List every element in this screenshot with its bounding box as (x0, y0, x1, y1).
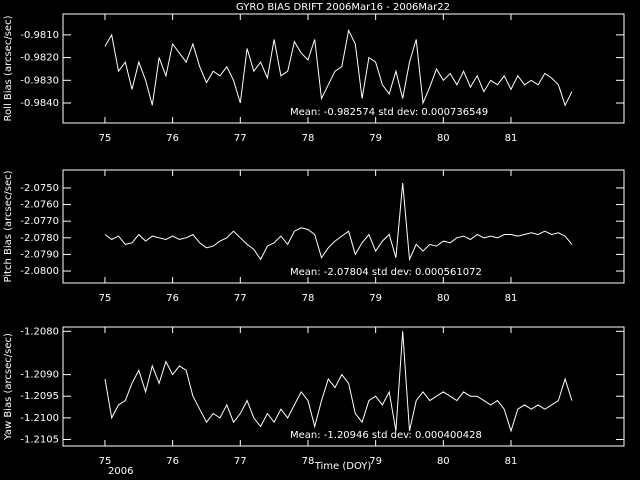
y-tick-label: -2.0750 (20, 183, 59, 194)
x-tick-label: 80 (437, 293, 450, 304)
data-line (104, 28, 573, 107)
x-tick-label: 79 (369, 133, 382, 144)
y-tick-label: -0.9810 (20, 30, 59, 41)
y-tick-label: -0.9830 (20, 75, 59, 86)
x-tick-label: 80 (437, 456, 450, 467)
y-tick-label: -0.9840 (20, 98, 59, 109)
x-tick-label: 77 (234, 133, 247, 144)
plot-frame (62, 326, 625, 447)
y-tick-label: -1.2080 (20, 326, 59, 337)
x-axis-label: Time (DOY) (314, 461, 372, 472)
y-axis-label: Roll Bias (arcsec/sec) (3, 15, 14, 121)
x-tick-label: 81 (505, 133, 518, 144)
y-tick-label: -0.9820 (20, 53, 59, 64)
x-tick-label: 80 (437, 133, 450, 144)
x-tick-label: 76 (166, 133, 179, 144)
y-tick-label: -1.2100 (20, 413, 59, 424)
stats-annotation: Mean: -2.07804 std dev: 0.000561072 (290, 267, 482, 278)
y-tick-label: -1.2090 (20, 370, 59, 381)
stats-annotation: Mean: -1.20946 std dev: 0.000400428 (290, 430, 482, 441)
x-tick-label: 79 (369, 456, 382, 467)
x-tick-label: 78 (302, 133, 315, 144)
x-tick-label: 75 (99, 456, 112, 467)
x-tick-label: 79 (369, 293, 382, 304)
x-tick-label: 81 (505, 293, 518, 304)
y-tick-label: -2.0780 (20, 233, 59, 244)
y-tick-label: -2.0800 (20, 266, 59, 277)
y-tick-label: -2.0790 (20, 249, 59, 260)
x-tick-label: 81 (505, 456, 518, 467)
x-tick-label: 77 (234, 293, 247, 304)
x-tick-label: 78 (302, 456, 315, 467)
x-tick-label: 77 (234, 456, 247, 467)
y-tick-label: -2.0760 (20, 200, 59, 211)
plot-frame (62, 13, 625, 124)
y-tick-label: -2.0770 (20, 216, 59, 227)
year-label: 2006 (108, 466, 133, 477)
x-tick-label: 75 (99, 293, 112, 304)
data-line (104, 182, 573, 262)
plot-frame (62, 169, 625, 284)
stats-annotation: Mean: -0.982574 std dev: 0.000736549 (290, 107, 488, 118)
x-tick-label: 76 (166, 293, 179, 304)
chart-title: GYRO BIAS DRIFT 2006Mar16 - 2006Mar22 (236, 2, 450, 13)
y-axis-label: Yaw Bias (arcsec/sec) (3, 333, 14, 441)
data-line (104, 331, 573, 433)
x-tick-label: 75 (99, 133, 112, 144)
y-tick-label: -1.2105 (20, 435, 59, 446)
x-tick-label: 78 (302, 293, 315, 304)
x-tick-label: 76 (166, 456, 179, 467)
y-tick-label: -1.2095 (20, 391, 59, 402)
y-axis-label: Pitch Bias (arcsec/sec) (3, 170, 14, 282)
